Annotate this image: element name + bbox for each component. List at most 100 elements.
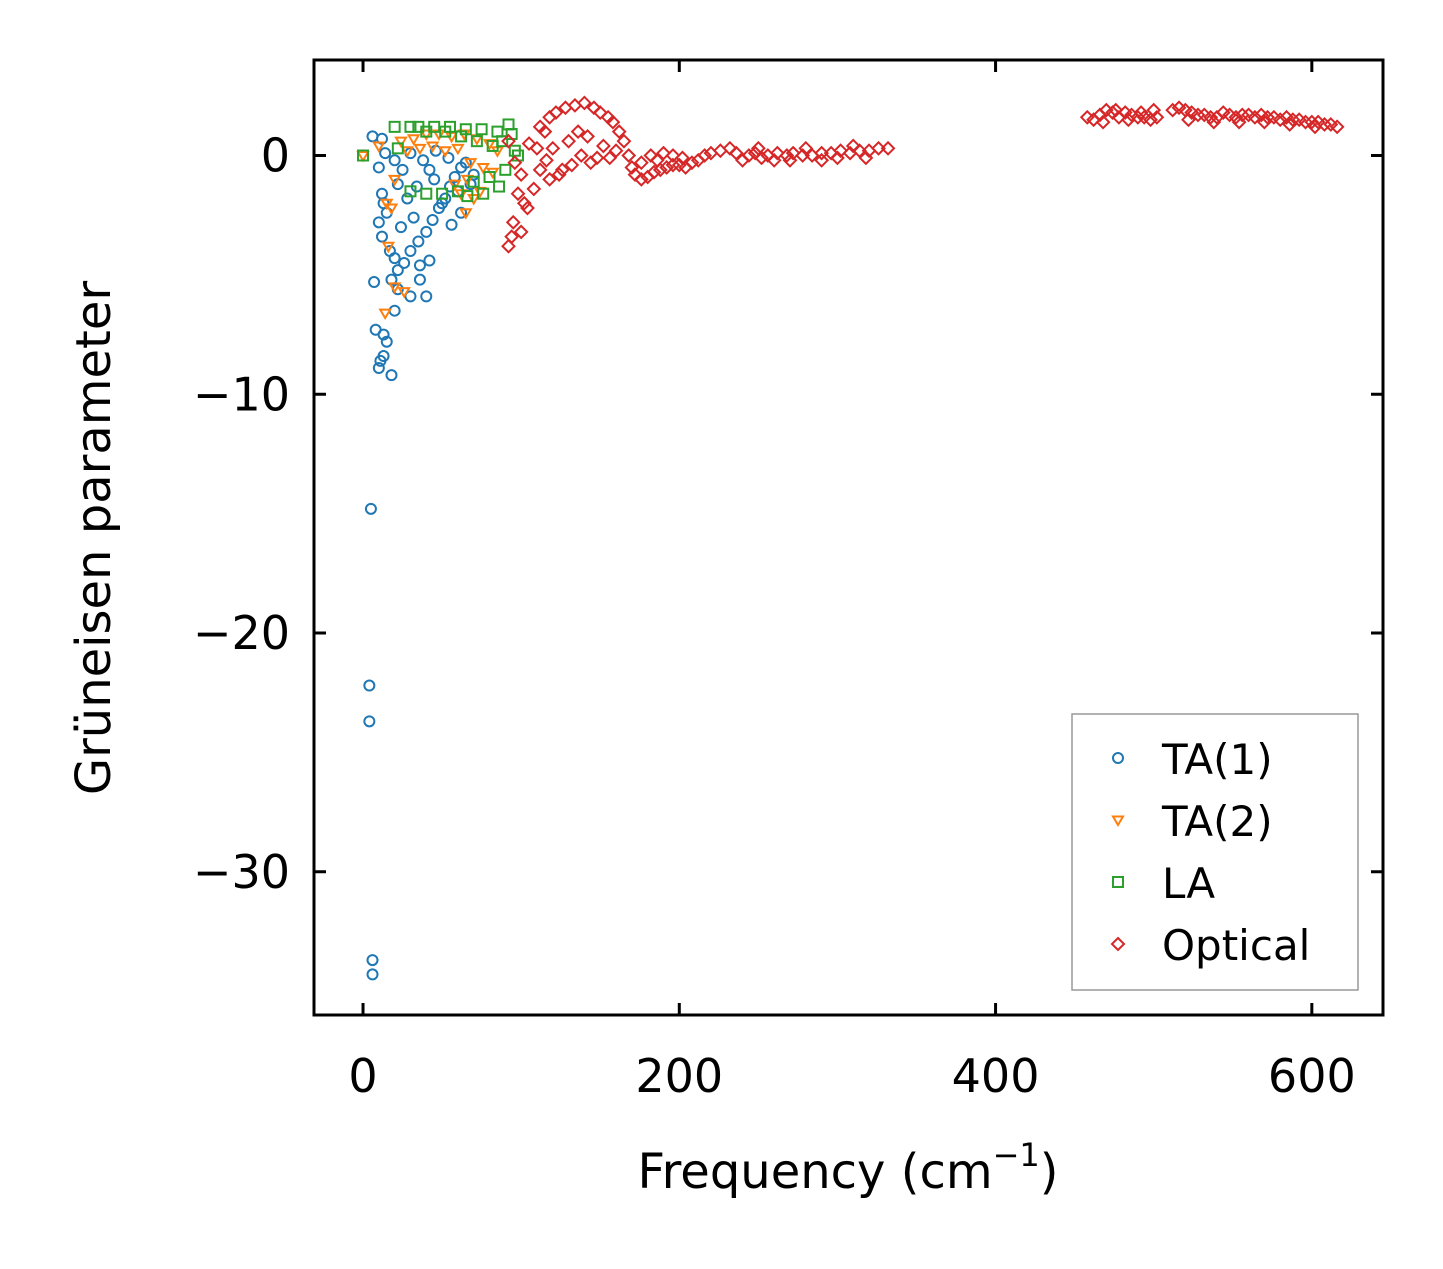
- data-point: [356, 151, 370, 163]
- data-point: [858, 150, 874, 166]
- data-point: [586, 100, 602, 116]
- data-point: [665, 148, 681, 163]
- series-optical: [501, 95, 1345, 254]
- data-point: [633, 155, 649, 171]
- data-point: [573, 148, 589, 163]
- data-point: [1256, 114, 1272, 130]
- data-point: [426, 213, 439, 226]
- data-point: [798, 140, 814, 156]
- data-point: [406, 134, 421, 146]
- legend-label-ta1: TA(1): [1161, 735, 1273, 784]
- data-point: [539, 152, 554, 168]
- data-point: [374, 354, 387, 367]
- data-point: [741, 148, 757, 163]
- data-point: [363, 715, 376, 728]
- data-point: [459, 208, 473, 220]
- data-point: [675, 150, 690, 166]
- data-point: [814, 145, 830, 161]
- legend-label-optical: Optical: [1162, 921, 1310, 970]
- data-point: [785, 145, 801, 161]
- data-point: [455, 206, 468, 219]
- y-tick-label: −10: [193, 367, 290, 421]
- data-point: [750, 140, 766, 156]
- data-point: [459, 156, 472, 169]
- data-point: [493, 180, 506, 193]
- data-point: [397, 287, 411, 299]
- data-point: [394, 136, 408, 149]
- data-point: [1130, 109, 1146, 125]
- data-point: [388, 154, 401, 167]
- data-point: [592, 105, 608, 120]
- data-point: [1234, 107, 1250, 123]
- data-point: [442, 151, 455, 164]
- data-point: [624, 160, 640, 175]
- x-tick-label: 400: [952, 1049, 1040, 1103]
- y-tick-label: −30: [193, 845, 290, 899]
- data-point: [659, 160, 675, 175]
- data-point: [1105, 105, 1121, 120]
- data-point: [1307, 119, 1323, 135]
- legend-marker: [1112, 752, 1124, 764]
- data-point: [580, 128, 595, 144]
- data-point: [1108, 102, 1124, 118]
- data-point: [425, 141, 440, 153]
- x-tick-label: 600: [1268, 1049, 1356, 1103]
- data-point: [1165, 102, 1181, 118]
- data-point: [728, 145, 744, 161]
- data-point: [413, 273, 426, 286]
- data-point: [513, 167, 529, 183]
- data-point: [372, 161, 385, 174]
- data-point: [372, 361, 385, 374]
- data-point: [643, 148, 659, 163]
- data-point: [516, 195, 532, 211]
- data-point: [379, 198, 394, 211]
- data-point: [381, 241, 396, 254]
- data-point: [1272, 112, 1288, 128]
- data-point: [401, 192, 414, 205]
- data-point: [438, 146, 453, 158]
- data-point: [1143, 112, 1158, 128]
- x-axis-label-superscript: −1: [993, 1136, 1040, 1174]
- data-point: [428, 173, 441, 186]
- data-point: [377, 328, 390, 341]
- data-point: [722, 140, 738, 156]
- data-point: [1228, 109, 1244, 125]
- data-point: [447, 179, 462, 192]
- data-point: [697, 148, 713, 163]
- data-point: [384, 203, 399, 215]
- data-point: [576, 95, 592, 111]
- data-point: [391, 142, 404, 155]
- data-point: [548, 105, 564, 120]
- data-point: [439, 125, 452, 138]
- data-point: [483, 170, 496, 183]
- data-point: [1133, 105, 1149, 120]
- data-point: [448, 170, 461, 183]
- data-point: [814, 152, 830, 168]
- data-point: [501, 133, 516, 149]
- data-point: [833, 143, 849, 159]
- data-point: [521, 136, 537, 151]
- data-point: [385, 369, 398, 382]
- data-point: [398, 256, 411, 269]
- series-la: [357, 118, 524, 203]
- data-point: [561, 133, 577, 149]
- data-point: [404, 120, 417, 133]
- data-point: [475, 123, 488, 136]
- data-point: [551, 167, 567, 183]
- data-point: [684, 155, 700, 171]
- plot-area-frame: [312, 58, 1385, 1017]
- data-point: [542, 171, 558, 187]
- x-tick-label: 0: [348, 1049, 377, 1103]
- data-point: [616, 133, 632, 149]
- data-point: [621, 148, 637, 163]
- data-point: [368, 276, 381, 289]
- x-axis-label: Frequency (cm−1): [637, 1136, 1058, 1200]
- data-point: [1190, 107, 1206, 123]
- data-point: [583, 155, 599, 171]
- data-point: [782, 152, 798, 168]
- data-point: [608, 143, 624, 159]
- data-point: [1298, 114, 1313, 130]
- data-point: [1282, 117, 1298, 132]
